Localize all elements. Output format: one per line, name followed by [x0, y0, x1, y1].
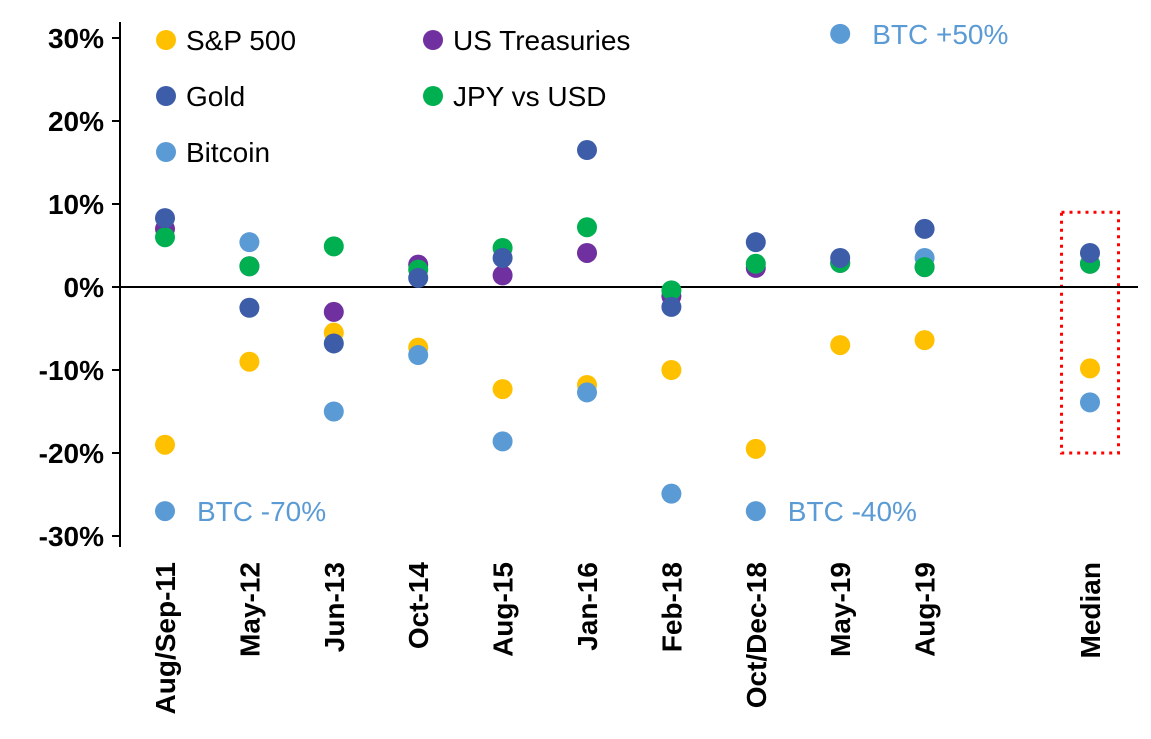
- x-axis-label: Feb-18: [656, 562, 687, 652]
- data-point-s-p-500: [239, 351, 260, 372]
- legend-label-us-treasuries: US Treasuries: [453, 25, 630, 56]
- data-point-bitcoin: [155, 501, 175, 522]
- x-axis-label: May-19: [825, 562, 856, 657]
- data-point-bitcoin: [661, 483, 682, 504]
- data-point-gold: [830, 247, 851, 268]
- data-point-bitcoin: [239, 232, 260, 253]
- data-point-s-p-500: [1080, 358, 1100, 379]
- data-point-gold: [1080, 242, 1100, 263]
- data-point-bitcoin: [323, 401, 344, 422]
- y-axis-label: -20%: [39, 438, 104, 469]
- data-point-s-p-500: [745, 438, 766, 459]
- legend-label-jpy-vs-usd: JPY vs USD: [453, 81, 607, 112]
- x-axis-label: Jun-13: [319, 562, 350, 652]
- legend-marker-us-treasuries: [423, 30, 443, 50]
- legend-marker-jpy-vs-usd: [423, 86, 443, 106]
- legend-label-gold: Gold: [186, 81, 245, 112]
- data-point-jpy-vs-usd: [661, 280, 682, 301]
- data-point-bitcoin: [1080, 392, 1100, 413]
- data-point-jpy-vs-usd: [914, 257, 935, 278]
- data-point-gold: [745, 232, 766, 253]
- data-point-gold: [408, 267, 429, 288]
- y-axis-label: 20%: [48, 106, 104, 137]
- legend-marker-gold: [156, 86, 176, 106]
- y-axis-label: -10%: [39, 355, 104, 386]
- data-point-jpy-vs-usd: [323, 236, 344, 257]
- x-axis-label: Oct-14: [403, 562, 434, 650]
- x-axis-label: Oct/Dec-18: [741, 562, 772, 708]
- data-point-gold: [492, 247, 513, 268]
- legend-marker-bitcoin: [156, 142, 176, 162]
- data-point-gold: [661, 296, 682, 317]
- data-point-gold: [155, 208, 175, 229]
- annotation-btc-70: BTC -70%: [197, 496, 326, 527]
- data-point-s-p-500: [492, 379, 513, 400]
- data-point-us-treasuries: [492, 265, 513, 286]
- data-point-bitcoin: [577, 382, 597, 403]
- data-point-us-treasuries: [323, 301, 344, 322]
- data-point-us-treasuries: [577, 242, 597, 263]
- x-axis-label: May-12: [234, 562, 265, 657]
- data-point-jpy-vs-usd: [239, 256, 260, 277]
- data-point-s-p-500: [830, 335, 851, 356]
- annotation-btc-50: BTC +50%: [872, 19, 1008, 50]
- data-point-gold: [239, 297, 260, 318]
- data-point-gold: [914, 218, 935, 239]
- data-point-s-p-500: [914, 330, 935, 351]
- data-point-gold: [323, 333, 344, 354]
- median-highlight-box: [1060, 210, 1120, 455]
- data-point-bitcoin: [745, 501, 766, 522]
- x-axis-label: Jan-16: [572, 562, 603, 651]
- legend-label-s-p-500: S&P 500: [186, 25, 296, 56]
- y-axis-label: 0%: [64, 272, 105, 303]
- legend-marker-s-p-500: [156, 30, 176, 50]
- data-point-bitcoin: [830, 23, 851, 44]
- data-point-gold: [577, 140, 597, 161]
- y-axis-label: -30%: [39, 521, 104, 552]
- x-axis-label: Median: [1075, 562, 1106, 658]
- data-point-s-p-500: [155, 434, 175, 455]
- data-point-jpy-vs-usd: [155, 227, 175, 248]
- x-axis-label: Aug-19: [910, 562, 941, 657]
- data-point-bitcoin: [492, 431, 513, 452]
- annotation-btc-40: BTC -40%: [788, 496, 917, 527]
- y-axis-label: 30%: [48, 23, 104, 54]
- data-point-bitcoin: [408, 345, 429, 366]
- data-point-jpy-vs-usd: [577, 217, 597, 238]
- y-axis-label: 10%: [48, 189, 104, 220]
- data-point-s-p-500: [661, 360, 682, 380]
- legend-label-bitcoin: Bitcoin: [186, 137, 270, 168]
- x-axis-label: Aug/Sep-11: [150, 562, 181, 714]
- x-axis-label: Aug-15: [488, 562, 519, 657]
- data-point-jpy-vs-usd: [745, 253, 766, 274]
